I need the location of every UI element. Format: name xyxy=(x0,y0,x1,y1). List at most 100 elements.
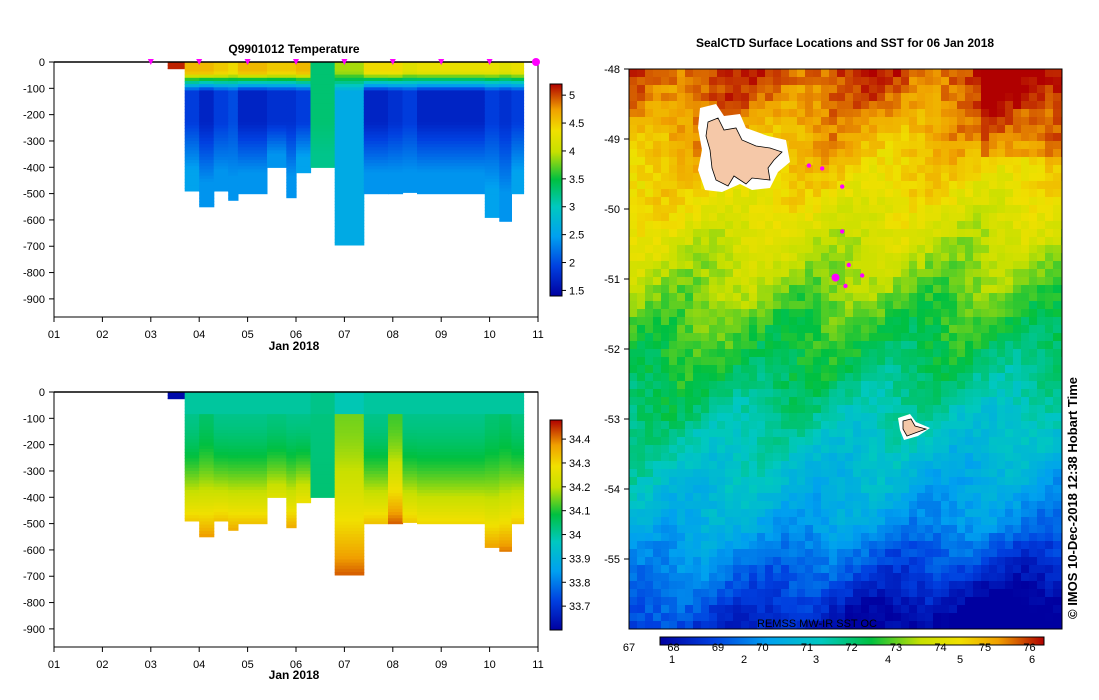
profile-cell xyxy=(499,499,512,504)
profile-cell xyxy=(228,122,239,126)
sst-cell xyxy=(741,189,750,198)
profile-cell xyxy=(388,407,404,412)
sst-cell xyxy=(789,357,798,366)
sst-cell xyxy=(677,197,686,206)
profile-cell xyxy=(237,96,268,101)
profile-column xyxy=(184,62,200,192)
sst-cell xyxy=(749,533,758,542)
sst-cell xyxy=(1045,429,1054,438)
profile-cell xyxy=(402,77,418,82)
sst-cell xyxy=(893,309,902,318)
profile-cell xyxy=(511,392,525,396)
sst-cell xyxy=(637,501,646,510)
sst-cell xyxy=(1053,189,1062,198)
sst-cell xyxy=(629,533,638,542)
sst-cell xyxy=(669,525,678,534)
sst-cell xyxy=(869,69,878,78)
sst-cell xyxy=(709,293,718,302)
sst-cell xyxy=(989,509,998,518)
sst-cell xyxy=(885,141,894,150)
profile-cell xyxy=(267,125,287,129)
sst-cell xyxy=(965,125,974,134)
profile-cell xyxy=(237,458,268,463)
sst-cell xyxy=(957,69,966,78)
sst-cell xyxy=(941,93,950,102)
sst-cell xyxy=(837,285,846,294)
profile-cell xyxy=(511,429,525,434)
sst-cell xyxy=(901,437,910,446)
sst-cell xyxy=(1045,93,1054,102)
sst-cell xyxy=(733,549,742,558)
sst-cell xyxy=(765,469,774,478)
sst-cell xyxy=(917,125,926,134)
sst-cell xyxy=(773,445,782,454)
sst-cell xyxy=(973,229,982,238)
profile-cell xyxy=(296,71,312,76)
sst-cell xyxy=(637,309,646,318)
sst-cell xyxy=(757,309,766,318)
sst-cell xyxy=(765,533,774,542)
sst-cell xyxy=(781,469,790,478)
sst-cell xyxy=(773,93,782,102)
sst-cell xyxy=(821,477,830,486)
sst-cell xyxy=(909,533,918,542)
sst-cell xyxy=(973,501,982,510)
sst-cell xyxy=(653,405,662,414)
sst-cell xyxy=(877,301,886,310)
sst-cell xyxy=(717,293,726,302)
sst-cell xyxy=(669,269,678,278)
sst-cell xyxy=(1021,109,1030,118)
profile-cell xyxy=(286,150,297,155)
sst-cell xyxy=(629,261,638,270)
profile-cell xyxy=(499,115,512,120)
sst-cell xyxy=(685,237,694,246)
profile-cell xyxy=(511,131,525,136)
profile-cell xyxy=(184,512,200,516)
sst-cell xyxy=(725,109,734,118)
profile-cell xyxy=(417,81,486,85)
profile-cell xyxy=(363,505,389,510)
profile-cell xyxy=(184,404,200,409)
sst-cell xyxy=(837,469,846,478)
profile-cell xyxy=(402,109,418,114)
profile-cell xyxy=(334,549,365,554)
profile-marker xyxy=(293,59,299,65)
profile-cell xyxy=(334,540,365,545)
sst-cell xyxy=(1029,85,1038,94)
sst-cell xyxy=(885,189,894,198)
profile-cell xyxy=(499,125,512,129)
profile-cell xyxy=(499,153,512,158)
sst-cell xyxy=(709,237,718,246)
sst-cell xyxy=(629,397,638,406)
sst-cell xyxy=(837,117,846,126)
sst-cell xyxy=(701,285,710,294)
sst-cell xyxy=(965,309,974,318)
sst-cell xyxy=(829,413,838,422)
sst-cell xyxy=(653,125,662,134)
profile-cell xyxy=(237,401,268,406)
sst-cell xyxy=(861,437,870,446)
sst-cell xyxy=(653,413,662,422)
profile-cell xyxy=(334,81,365,85)
sst-cell xyxy=(749,389,758,398)
sst-cell xyxy=(725,365,734,374)
sst-cell xyxy=(1013,133,1022,142)
profile-cell xyxy=(511,169,525,174)
sst-cell xyxy=(1029,93,1038,102)
profile-cell xyxy=(199,480,215,485)
sst-cell xyxy=(693,77,702,86)
sst-cell xyxy=(741,485,750,494)
profile-cell xyxy=(228,87,239,92)
sst-cell xyxy=(909,277,918,286)
sst-cell xyxy=(677,389,686,398)
sst-cell xyxy=(765,525,774,534)
sst-cell xyxy=(1037,165,1046,174)
profile-cell xyxy=(402,68,418,73)
sst-cell xyxy=(813,469,822,478)
profile-cell xyxy=(499,480,512,485)
sst-cell xyxy=(829,309,838,318)
sst-cell xyxy=(669,69,678,78)
profile-cell xyxy=(484,81,500,85)
sst-cell xyxy=(829,261,838,270)
sst-cell xyxy=(861,77,870,86)
